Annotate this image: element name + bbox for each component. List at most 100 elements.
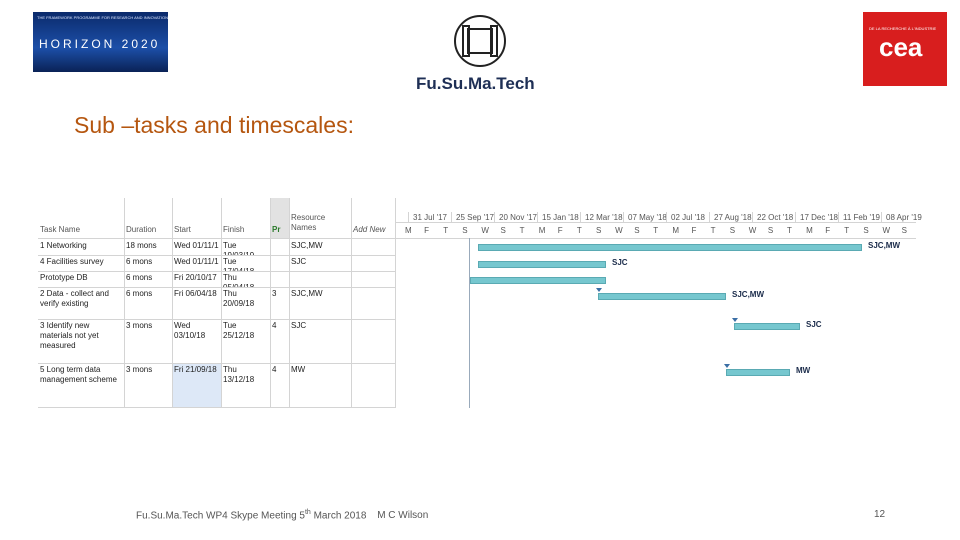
table-cell: 3 mons — [126, 365, 153, 374]
table-cell: Wed 03/10/18 — [174, 321, 206, 340]
gantt-bar — [598, 293, 726, 300]
timeline-date: 02 Jul '18 — [671, 213, 705, 222]
table-cell — [289, 272, 351, 288]
timeline-day: M — [538, 226, 546, 235]
timeline-day: S — [901, 226, 907, 235]
table-cell: Thu 05/04/18 — [223, 273, 255, 288]
gantt-bar — [470, 277, 606, 284]
table-cell: Tue 19/03/19 — [223, 241, 255, 256]
column-header: Resource Names — [291, 213, 326, 232]
table-cell: Wed 01/11/1 — [174, 257, 219, 266]
timeline-tick — [838, 212, 839, 222]
cea-text: cea — [879, 32, 923, 62]
timeline-tick — [537, 212, 538, 222]
table-cell: SJC — [291, 321, 307, 330]
fusumatech-icon — [454, 15, 506, 67]
timeline-day: F — [825, 226, 831, 235]
timeline-day: M — [672, 226, 680, 235]
timeline-day: M — [405, 226, 412, 235]
horizon-text: HORIZON 2020 — [39, 37, 161, 51]
column-line — [270, 198, 271, 408]
table-cell: 1 Networking — [40, 241, 87, 250]
row-line — [38, 319, 395, 320]
column-header: Finish — [223, 225, 245, 234]
row-line — [38, 271, 395, 272]
timeline-day: T — [710, 226, 716, 235]
fusumatech-logo: Fu.Su.Ma.Tech — [416, 74, 535, 93]
table-cell: 3 Identify new materials not yet measure… — [40, 321, 99, 350]
timeline-day: F — [424, 226, 429, 235]
row-line — [38, 363, 395, 364]
row-line — [38, 255, 395, 256]
timeline-day: S — [634, 226, 640, 235]
timeline-tick — [494, 212, 495, 222]
table-cell: 6 mons — [126, 273, 153, 282]
timeline-day: S — [863, 226, 869, 235]
table-cell: Thu 13/12/18 — [223, 365, 255, 384]
today-line — [469, 238, 470, 408]
column-header: Pr — [272, 225, 281, 234]
timeline-tick — [451, 212, 452, 222]
timeline-tick — [580, 212, 581, 222]
timeline-line — [395, 222, 916, 223]
table-cell: MW — [291, 365, 306, 374]
timeline-tick — [408, 212, 409, 222]
timeline-day: T — [844, 226, 850, 235]
row-line — [38, 287, 395, 288]
bar-label: SJC — [806, 320, 822, 329]
timeline-tick — [709, 212, 710, 222]
timeline-date: 22 Oct '18 — [757, 213, 794, 222]
table-cell: Fri 21/09/18 — [174, 365, 217, 374]
link-arrow — [724, 364, 730, 368]
column-header: Duration — [126, 225, 157, 234]
table-cell: 6 mons — [126, 289, 153, 298]
column-line — [221, 198, 222, 408]
table-cell: Tue 17/04/18 — [223, 257, 255, 272]
column-line — [124, 198, 125, 408]
table-cell: 3 — [272, 289, 277, 298]
timeline-day: F — [691, 226, 697, 235]
table-cell — [270, 240, 289, 256]
timeline-day: S — [500, 226, 506, 235]
column-line — [395, 198, 396, 408]
table-cell: Wed 01/11/1 — [174, 241, 219, 250]
timeline-date: 20 Nov '17 — [499, 213, 537, 222]
footer: Fu.Su.Ma.Tech WP4 Skype Meeting 5th Marc… — [136, 509, 428, 521]
slide-title: Sub –tasks and timescales: — [74, 112, 354, 138]
column-line — [351, 198, 352, 408]
bar-label: SJC — [612, 258, 628, 267]
cea-logo: DE LA RECHERCHE À L'INDUSTRIE cea — [863, 12, 947, 86]
column-line — [172, 198, 173, 408]
footer-text2: March 2018 — [310, 510, 367, 522]
column-line — [289, 198, 290, 408]
timeline-day: T — [653, 226, 659, 235]
link-arrow — [596, 288, 602, 292]
timeline-day: T — [787, 226, 792, 235]
bar-label: SJC,MW — [868, 241, 900, 250]
table-cell: Tue 25/12/18 — [223, 321, 255, 340]
table-cell: 5 Long term data management scheme — [40, 365, 117, 384]
timeline-date: 15 Jan '18 — [542, 213, 579, 222]
table-cell: Prototype DB — [40, 273, 88, 282]
table-cell: SJC — [291, 257, 307, 266]
table-cell: SJC,MW — [291, 241, 323, 250]
gantt-bar — [734, 323, 800, 330]
timeline-day: T — [576, 226, 582, 235]
timeline-date: 07 May '18 — [628, 213, 667, 222]
start-col-shade — [172, 364, 221, 408]
timeline-date: 31 Jul '17 — [413, 213, 447, 222]
timeline-day: W — [748, 226, 757, 235]
pr-col-header — [270, 198, 289, 238]
timeline-day: T — [519, 226, 525, 235]
timeline-day: W — [615, 226, 623, 235]
timeline-tick — [795, 212, 796, 222]
timeline-day: S — [596, 226, 602, 235]
table-cell: 6 mons — [126, 257, 153, 266]
timeline-day: F — [557, 226, 563, 235]
timeline-day: S — [767, 226, 774, 235]
timeline-tick — [752, 212, 753, 222]
header-line — [38, 238, 916, 239]
page-number: 12 — [874, 509, 886, 520]
timeline-day: S — [729, 226, 736, 235]
